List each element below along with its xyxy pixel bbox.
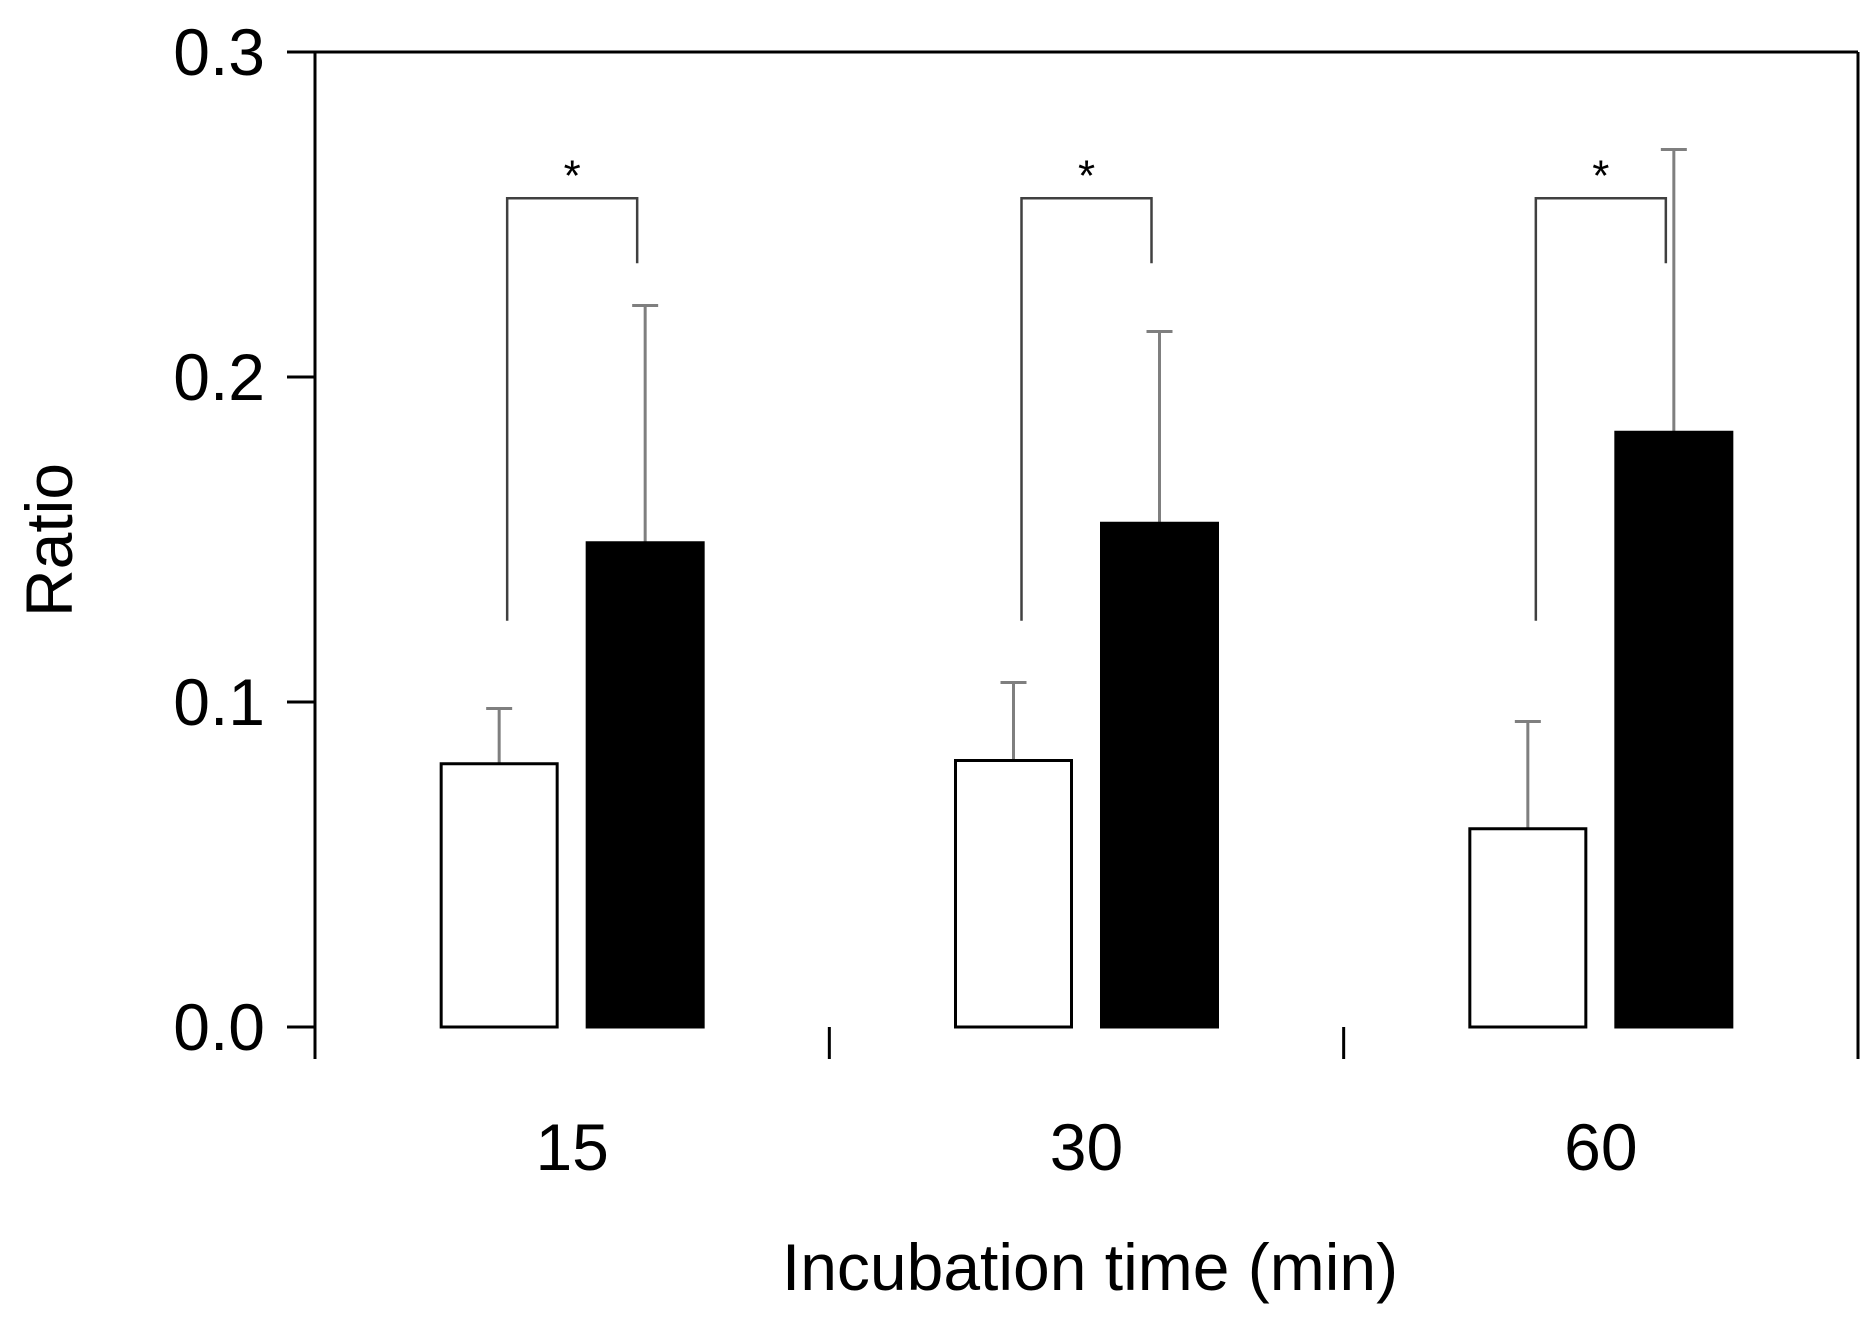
y-tick-label: 0.0	[173, 990, 265, 1064]
bars	[439, 430, 1734, 1029]
significance-star: *	[564, 151, 581, 200]
error-bars	[486, 148, 1687, 829]
y-axis-title: Ratio	[12, 463, 86, 617]
x-tick-label: 60	[1564, 1110, 1637, 1184]
significance-brackets: * * *	[505, 151, 1668, 621]
bar-filled-60	[1614, 430, 1734, 1029]
x-tick-label: 15	[535, 1110, 608, 1184]
axes: 0.0 0.1 0.2 0.3 15 30 60	[173, 15, 1860, 1184]
bar-filled-30	[1100, 521, 1219, 1029]
x-axis-title: Incubation time (min)	[782, 1230, 1398, 1304]
y-tick-label: 0.3	[173, 15, 265, 89]
significance-bracket	[505, 197, 639, 621]
significance-bracket	[1020, 197, 1153, 621]
significance-bracket	[1534, 197, 1668, 621]
y-tick-label: 0.1	[173, 665, 265, 739]
bar-open-60	[1468, 827, 1588, 1029]
bar-filled-15	[585, 541, 705, 1029]
y-tick-label: 0.2	[173, 340, 265, 414]
x-tick-label: 30	[1050, 1110, 1123, 1184]
bar-open-30	[954, 759, 1073, 1029]
significance-star: *	[1078, 151, 1095, 200]
significance-star: *	[1592, 151, 1609, 200]
bar-open-15	[439, 762, 559, 1029]
